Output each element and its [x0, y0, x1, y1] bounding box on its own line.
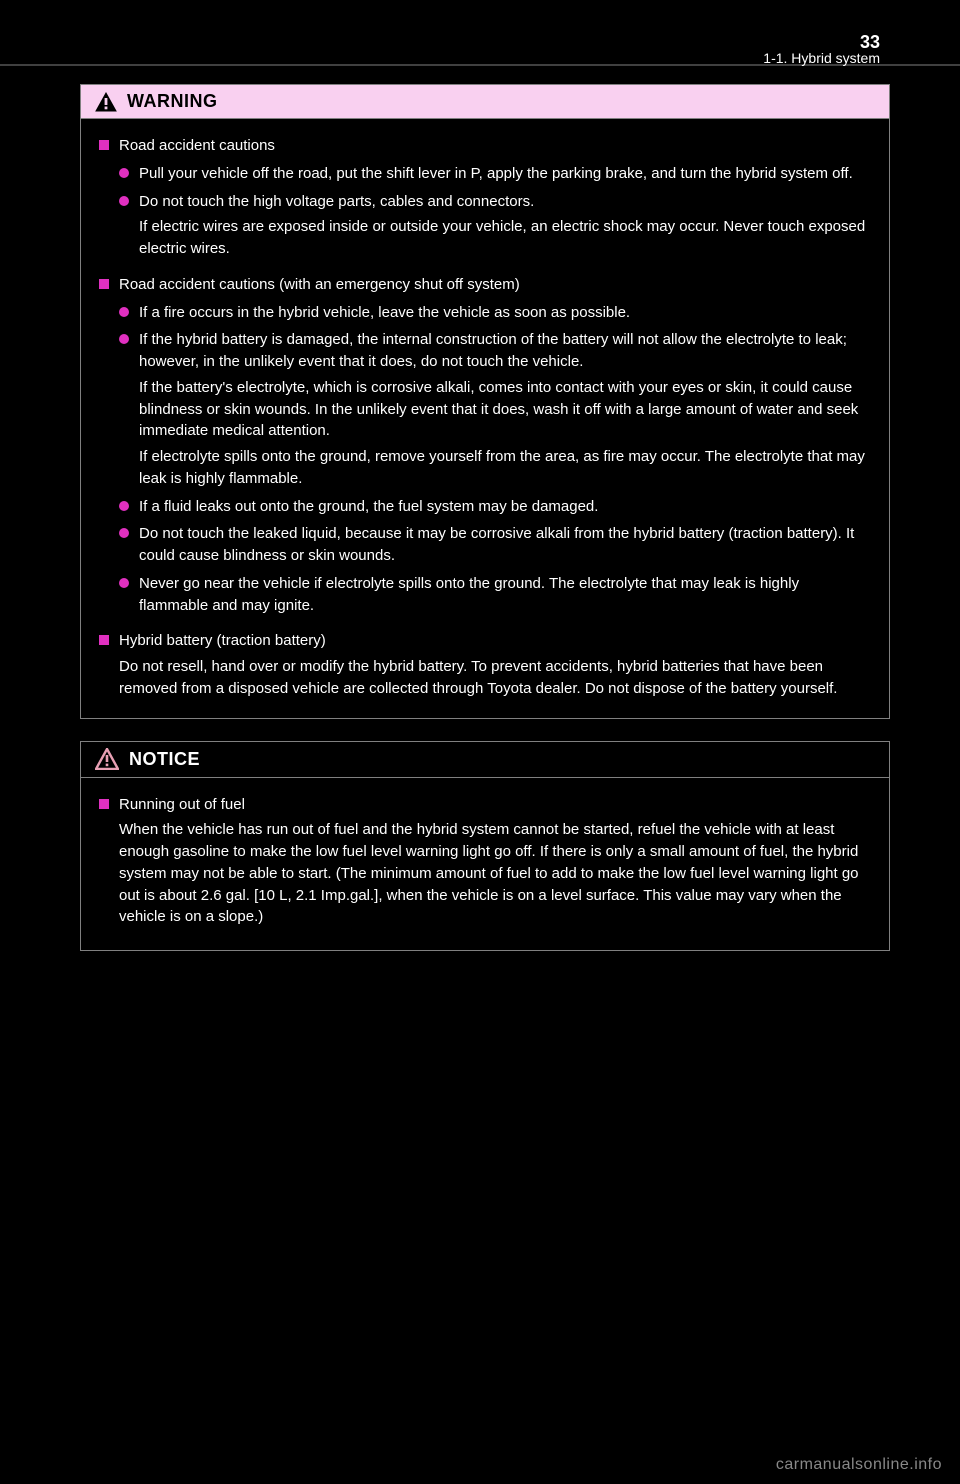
dot-bullet-icon	[119, 196, 129, 206]
bullet-text: Never go near the vehicle if electrolyte…	[139, 573, 871, 617]
bullet-item: Do not touch the leaked liquid, because …	[99, 523, 871, 567]
dot-bullet-icon	[119, 501, 129, 511]
bullet-text: Do not touch the leaked liquid, because …	[139, 523, 871, 567]
page-title: 1-1. Hybrid system	[763, 50, 880, 66]
bullet-item: Pull your vehicle off the road, put the …	[99, 163, 871, 185]
bullet-text: Do not touch the high voltage parts, cab…	[139, 191, 871, 213]
notice-section-title: Running out of fuel	[119, 794, 871, 816]
notice-box: NOTICE Running out of fuel When the vehi…	[80, 741, 890, 952]
notice-header: NOTICE	[81, 742, 889, 778]
bullet-item: Do not touch the high voltage parts, cab…	[99, 191, 871, 213]
section-title: Road accident cautions	[119, 135, 275, 157]
warning-section-header: Road accident cautions	[99, 135, 871, 157]
warning-box: WARNING Road accident cautions Pull your…	[80, 84, 890, 719]
notice-body: Running out of fuel When the vehicle has…	[81, 778, 889, 951]
square-bullet-icon	[99, 799, 109, 809]
bullet-text: Pull your vehicle off the road, put the …	[139, 163, 871, 185]
section-body-text: Do not resell, hand over or modify the h…	[99, 656, 871, 700]
bullet-text: If a fire occurs in the hybrid vehicle, …	[139, 302, 871, 324]
bullet-item: If the hybrid battery is damaged, the in…	[99, 329, 871, 373]
bullet-subtext: If electrolyte spills onto the ground, r…	[99, 446, 871, 490]
bullet-item: Never go near the vehicle if electrolyte…	[99, 573, 871, 617]
bullet-text: If a fluid leaks out onto the ground, th…	[139, 496, 871, 518]
bullet-subtext: If electric wires are exposed inside or …	[99, 216, 871, 260]
dot-bullet-icon	[119, 168, 129, 178]
bullet-item: If a fire occurs in the hybrid vehicle, …	[99, 302, 871, 324]
bullet-item: If a fluid leaks out onto the ground, th…	[99, 496, 871, 518]
warning-triangle-icon	[95, 92, 117, 112]
dot-bullet-icon	[119, 528, 129, 538]
footer-watermark: carmanualsonline.info	[776, 1456, 942, 1474]
square-bullet-icon	[99, 140, 109, 150]
section-title: Road accident cautions (with an emergenc…	[119, 274, 520, 296]
content-area: WARNING Road accident cautions Pull your…	[80, 84, 890, 951]
dot-bullet-icon	[119, 334, 129, 344]
dot-bullet-icon	[119, 307, 129, 317]
notice-triangle-icon	[95, 748, 119, 770]
section-title: Hybrid battery (traction battery)	[119, 630, 326, 652]
bullet-subtext: If the battery's electrolyte, which is c…	[99, 377, 871, 442]
warning-body: Road accident cautions Pull your vehicle…	[81, 119, 889, 718]
warning-section-header: Road accident cautions (with an emergenc…	[99, 274, 871, 296]
square-bullet-icon	[99, 279, 109, 289]
notice-body-text: When the vehicle has run out of fuel and…	[99, 819, 871, 928]
warning-label: WARNING	[127, 91, 218, 112]
square-bullet-icon	[99, 635, 109, 645]
warning-header: WARNING	[81, 85, 889, 119]
bullet-text: If the hybrid battery is damaged, the in…	[139, 329, 871, 373]
dot-bullet-icon	[119, 578, 129, 588]
warning-section-header: Hybrid battery (traction battery)	[99, 630, 871, 652]
notice-label: NOTICE	[129, 749, 200, 770]
notice-section-header: Running out of fuel	[99, 794, 871, 816]
